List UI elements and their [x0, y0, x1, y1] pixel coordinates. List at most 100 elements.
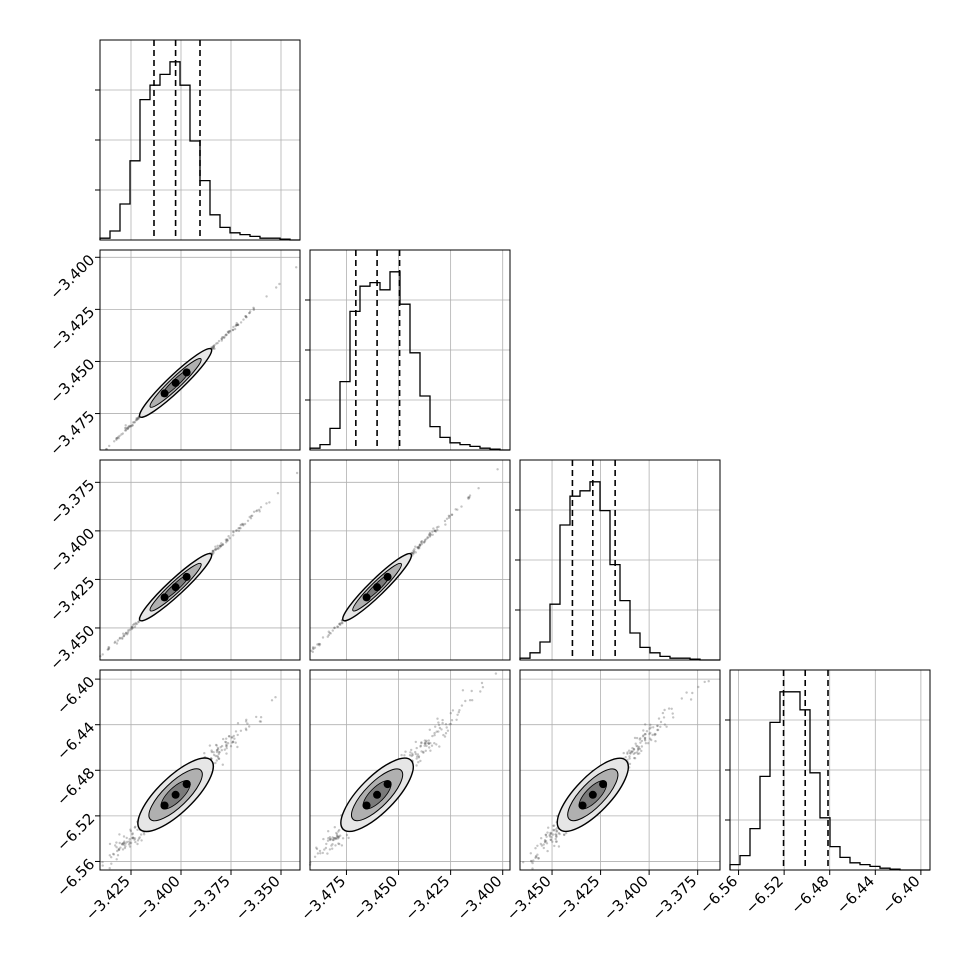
y-tick-label: −3.475	[46, 407, 98, 459]
scatter-point	[637, 747, 640, 750]
scatter-point	[422, 750, 425, 754]
scatter-point	[653, 733, 656, 737]
scatter-point	[336, 835, 339, 838]
scatter-point	[466, 496, 470, 499]
scatter-point	[408, 754, 412, 757]
scatter-point	[237, 529, 241, 533]
scatter-point	[235, 321, 238, 325]
scatter-point	[256, 509, 259, 512]
scatter-point	[245, 718, 248, 721]
scatter-point	[128, 840, 131, 843]
scatter-point	[326, 852, 329, 855]
scatter-point	[214, 545, 217, 548]
scatter-point	[334, 836, 337, 840]
scatter-point	[550, 832, 553, 835]
scatter-point	[244, 720, 248, 723]
scatter-point	[336, 835, 340, 838]
scatter-point	[120, 842, 124, 846]
scatter-point	[265, 295, 268, 298]
scatter-point	[480, 681, 484, 685]
scatter-point	[246, 722, 249, 725]
scatter-point	[333, 626, 336, 629]
scatter-point	[659, 725, 662, 728]
scatter-point	[126, 427, 129, 430]
scatter-point	[654, 733, 657, 736]
scatter-point	[234, 741, 237, 744]
scatter-point	[451, 709, 455, 712]
scatter-point	[131, 832, 134, 835]
scatter-point	[543, 839, 547, 842]
scatter-point	[496, 468, 499, 471]
scatter-point	[551, 840, 554, 843]
scatter-point	[128, 842, 132, 845]
scatter-point	[438, 726, 442, 730]
scatter-point	[134, 623, 137, 626]
scatter-point	[313, 855, 317, 858]
scatter-point	[131, 837, 134, 840]
scatter-point	[409, 751, 412, 754]
scatter-point	[441, 718, 444, 722]
scatter-point	[470, 689, 473, 693]
scatter-point	[224, 538, 228, 541]
scatter-point	[338, 623, 341, 626]
contour-core	[171, 790, 180, 799]
scatter-point	[335, 837, 338, 840]
scatter-point	[418, 545, 421, 548]
scatter-point	[211, 551, 214, 555]
scatter-point	[116, 849, 119, 853]
scatter-point	[249, 310, 252, 313]
scatter-point	[417, 546, 420, 549]
scatter-point	[225, 744, 228, 747]
scatter-point	[124, 632, 128, 635]
scatter-point	[131, 836, 134, 840]
scatter-point	[636, 745, 639, 748]
scatter-point	[131, 626, 135, 629]
scatter-point	[644, 733, 647, 736]
scatter-point	[118, 637, 122, 640]
scatter-point	[420, 741, 423, 745]
scatter-point	[347, 836, 350, 840]
scatter-point	[529, 859, 533, 863]
scatter-point	[317, 643, 320, 646]
scatter-point	[316, 852, 320, 855]
scatter-point	[436, 528, 439, 532]
scatter-point	[212, 753, 216, 757]
scatter-point	[319, 852, 322, 855]
scatter-point	[223, 336, 226, 340]
scatter-point	[643, 737, 647, 740]
scatter-point	[410, 748, 413, 752]
scatter-point	[423, 742, 427, 745]
scatter-point	[119, 846, 122, 849]
scatter-point	[120, 636, 124, 639]
scatter-point	[121, 843, 124, 846]
scatter-point	[136, 417, 139, 420]
scatter-point	[239, 527, 242, 530]
scatter-point	[424, 742, 427, 745]
scatter-point	[635, 736, 639, 740]
scatter-point	[340, 844, 344, 847]
scatter-point	[443, 519, 447, 523]
scatter-point	[548, 833, 551, 837]
scatter-point	[136, 839, 140, 842]
scatter-point	[461, 689, 465, 692]
scatter-point	[628, 757, 631, 760]
scatter-point	[134, 621, 137, 625]
scatter-point	[124, 845, 127, 848]
scatter-point	[216, 341, 219, 345]
scatter-point	[215, 342, 218, 345]
scatter-point	[121, 848, 125, 851]
x-tick-label: −3.425	[401, 872, 453, 924]
scatter-point	[237, 323, 240, 327]
scatter-point	[212, 345, 215, 348]
scatter-point	[457, 711, 460, 714]
scatter-point	[435, 526, 439, 529]
scatter-point	[136, 417, 139, 420]
scatter-point	[136, 418, 139, 421]
scatter-point	[337, 835, 340, 838]
scatter-point	[426, 536, 430, 539]
scatter-point	[656, 728, 660, 732]
x-tick-label: −6.44	[833, 872, 878, 917]
scatter-point	[337, 836, 341, 839]
scatter-point	[332, 838, 335, 842]
scatter-point	[685, 691, 688, 694]
